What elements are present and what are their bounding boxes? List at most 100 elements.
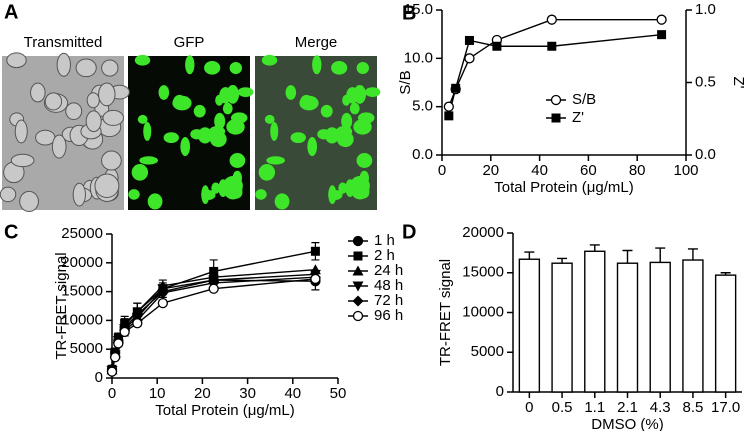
x-tick-label: 4.3 — [650, 399, 671, 416]
x-tick-label: 30 — [239, 385, 256, 402]
marker — [106, 366, 118, 377]
marker — [492, 41, 502, 51]
panel-label: B — [402, 2, 416, 24]
cell — [44, 92, 63, 111]
cell — [342, 94, 351, 106]
cell — [349, 102, 360, 115]
cell — [158, 85, 170, 100]
cell — [35, 129, 56, 146]
marker — [551, 113, 561, 123]
cell — [51, 134, 67, 159]
x-tick-label: 0.5 — [552, 399, 573, 416]
y-tick-label: 0.0 — [412, 146, 433, 163]
cell — [226, 84, 240, 104]
y-tick-label: 25000 — [61, 225, 103, 242]
cell — [237, 87, 254, 97]
cell — [270, 121, 279, 141]
marker — [443, 101, 454, 112]
y-axis-label: S/B — [397, 70, 414, 94]
image-caption: Transmitted — [24, 34, 103, 51]
cell — [30, 82, 46, 103]
marker — [113, 338, 124, 349]
y-axis-label: TR-FRET signal — [53, 252, 70, 359]
marker — [464, 53, 475, 64]
cell — [331, 61, 348, 75]
x-axis-label: DMSO (%) — [591, 416, 664, 431]
cell — [201, 185, 210, 205]
legend-label: 48 h — [374, 277, 403, 294]
cell — [163, 132, 179, 144]
cell — [134, 54, 151, 66]
cell — [211, 182, 221, 194]
marker — [352, 265, 364, 276]
x-tick-label: 40 — [284, 385, 301, 402]
y-tick-label: 20000 — [61, 254, 103, 271]
cell — [139, 156, 159, 165]
y-tick-label: 0 — [95, 369, 103, 386]
error-bar — [557, 257, 568, 264]
y2-tick-label: 0.5 — [695, 73, 716, 90]
error-bar — [524, 251, 535, 260]
y-tick-label: 5000 — [471, 343, 504, 360]
cell — [356, 153, 373, 168]
cell — [85, 110, 102, 133]
cell — [338, 182, 348, 194]
x-tick-label: 17.0 — [711, 399, 740, 416]
y-tick-label: 0 — [496, 383, 504, 400]
y-axis-label: TR-FRET signal — [437, 259, 454, 366]
error-bar — [589, 244, 600, 252]
series-line — [448, 18, 662, 107]
marker — [550, 94, 562, 106]
cell — [274, 193, 290, 210]
marker — [157, 297, 169, 309]
y-tick-label: 10.0 — [404, 49, 433, 66]
x-tick-label: 20 — [482, 162, 499, 179]
cell — [222, 176, 243, 196]
cell — [214, 112, 226, 130]
cell — [101, 150, 122, 171]
x-axis-label: Total Protein (μg/mL) — [494, 179, 634, 196]
cell — [0, 186, 17, 203]
marker — [352, 235, 364, 247]
x-axis-label: Total Protein (μg/mL) — [155, 402, 295, 419]
cell — [56, 52, 71, 77]
bar — [714, 274, 737, 393]
marker — [464, 35, 474, 45]
cell — [198, 127, 213, 144]
cell — [19, 190, 39, 213]
cell — [65, 102, 83, 121]
x-tick-label: 0 — [108, 385, 116, 402]
marker — [352, 310, 364, 322]
cell — [261, 54, 278, 66]
bar — [551, 262, 573, 393]
x-tick-label: 1.1 — [584, 399, 605, 416]
marker — [657, 30, 667, 40]
x-tick-label: 10 — [149, 385, 166, 402]
cell — [128, 189, 140, 200]
cell — [320, 104, 333, 118]
cell — [341, 112, 353, 130]
cell — [258, 164, 276, 181]
panel-label: C — [4, 221, 18, 243]
chart-panel: D 0 5000 10000 15000 20000 TR-FRET signal DMSO … — [402, 221, 742, 431]
marker — [310, 246, 320, 256]
x-tick-label: 0 — [438, 162, 446, 179]
cell — [143, 121, 152, 141]
cell — [300, 94, 313, 108]
legend-label: Z' — [572, 109, 584, 126]
marker — [132, 318, 143, 329]
marker — [451, 83, 461, 93]
y-tick-label: 15.0 — [404, 1, 433, 18]
cell — [173, 94, 186, 108]
cell — [222, 102, 233, 115]
x-tick-label: 50 — [330, 385, 347, 402]
cell — [353, 84, 367, 104]
x-tick-label: 40 — [531, 162, 548, 179]
marker — [110, 352, 121, 363]
x-tick-label: 60 — [580, 162, 597, 179]
x-tick-label: 80 — [629, 162, 646, 179]
cell — [215, 94, 224, 106]
bar — [682, 259, 704, 393]
